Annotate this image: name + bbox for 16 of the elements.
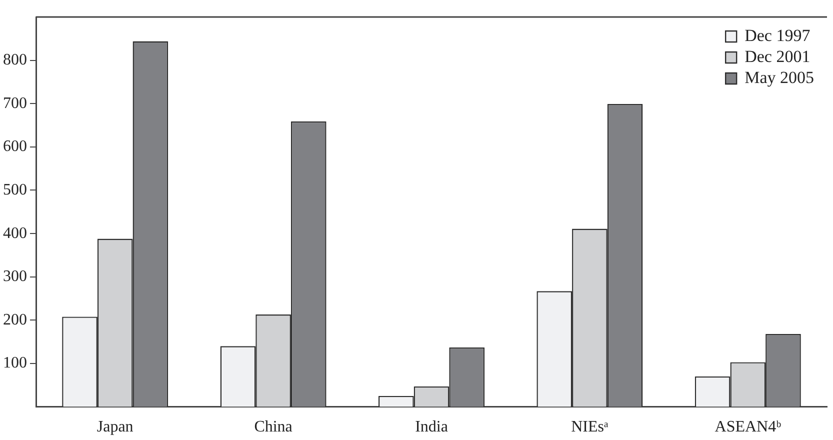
- x-tick-label: NIEsᵃ: [571, 418, 609, 436]
- x-tick-label: ASEAN4ᵇ: [714, 418, 782, 436]
- y-tick-label: 300: [3, 268, 27, 286]
- legend-label: Dec 1997: [744, 26, 811, 45]
- y-tick-label: 500: [3, 181, 27, 198]
- x-tick-label: Japan: [96, 418, 134, 436]
- y-tick-label: 700: [3, 94, 27, 112]
- y-tick-label: 200: [3, 311, 27, 328]
- x-tick-label: India: [415, 418, 448, 436]
- y-tick-label: 100: [3, 354, 27, 372]
- y-tick-label: 600: [3, 138, 27, 156]
- legend-label: Dec 2001: [744, 46, 810, 66]
- y-tick-label: 400: [3, 224, 27, 242]
- y-tick-label: 800: [3, 52, 27, 69]
- legend-label: May 2005: [744, 68, 814, 87]
- x-tick-label: China: [254, 418, 292, 436]
